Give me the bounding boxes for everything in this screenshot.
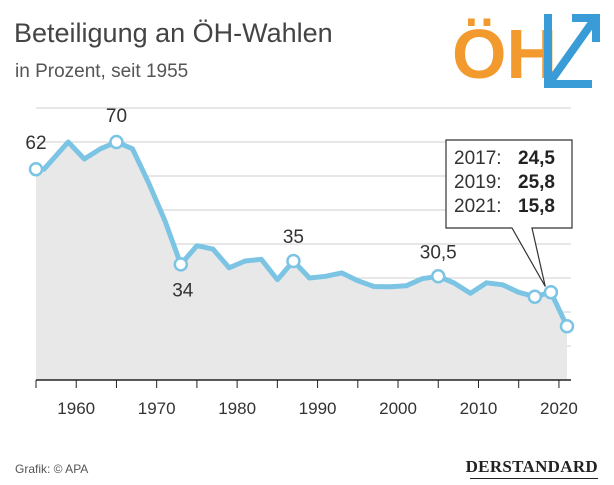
data-label: 35 [283,227,304,248]
data-label: 70 [106,106,127,127]
data-label: 62 [25,133,46,154]
x-axis: 1960 1970 1980 1990 2000 2010 2020 [35,379,578,418]
data-point-marker [28,161,44,177]
data-point-marker [286,253,301,269]
x-tick-label: 2000 [379,399,417,418]
data-point-marker [543,285,559,300]
callout-year: 2017: [454,148,502,169]
chart-title: Beteiligung an ÖH-Wahlen [14,18,333,48]
data-point-marker [559,319,575,334]
x-tick-label: 2020 [540,399,578,418]
data-point-marker [431,269,446,284]
data-point-marker [527,289,543,304]
callout-year: 2019: [454,172,502,193]
area-fill [36,142,567,380]
x-tick-label: 1960 [57,399,95,418]
source-note: Grafik: © APA [15,462,89,476]
logo-text: ÖH [452,15,557,92]
data-label: 34 [172,280,194,301]
brand-logo: DERSTANDARD [465,457,598,476]
chart-subtitle: in Prozent, seit 1955 [15,61,189,82]
annotation-callout: 2017: 24,5 2019: 25,8 2021: 15,8 [445,139,573,287]
series-line [33,139,570,329]
data-point-marker [173,257,189,272]
brand-underline [470,478,598,479]
callout-box [445,139,573,287]
callout-value: 15,8 [518,196,555,217]
x-tick-label: 1970 [138,399,176,418]
x-tick-label: 1990 [299,399,337,418]
x-tick-label: 1980 [218,399,256,418]
callout-year: 2021: [454,196,502,217]
data-label: 30,5 [420,242,457,263]
logo-arrow-icon [544,14,600,88]
x-tick-label: 2010 [460,399,498,418]
oeh-logo: ÖH [452,14,600,92]
highlighted-points: 62 70 34 35 30,5 [25,106,575,334]
callout-value: 25,8 [518,172,555,193]
callout-value: 24,5 [518,148,555,169]
data-point-marker [109,134,124,150]
